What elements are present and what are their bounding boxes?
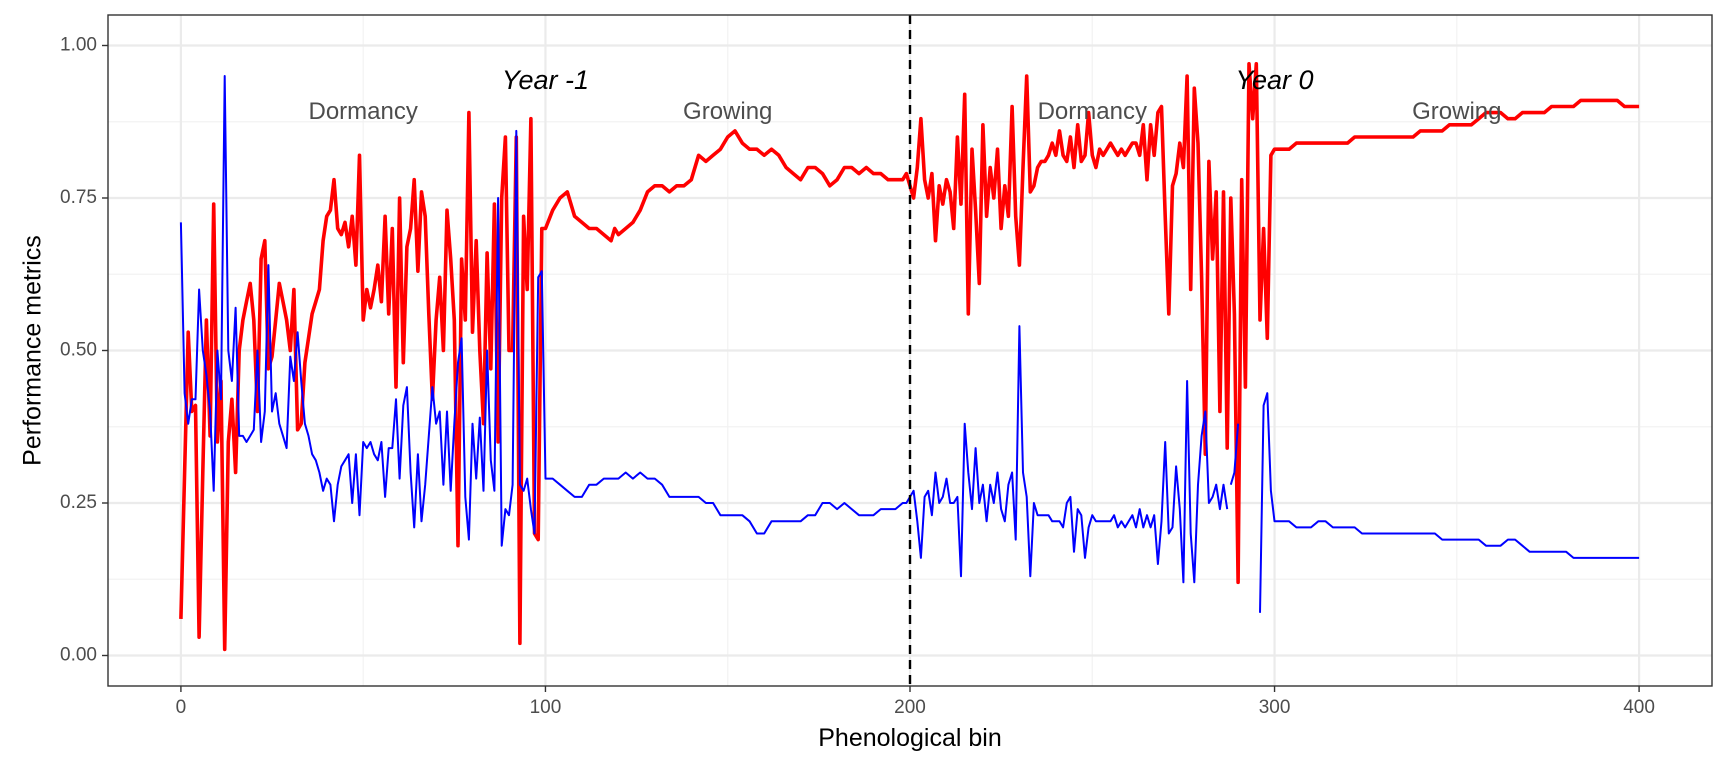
annotations: Year -1 Year 0 Dormancy Growing Dormancy Grow…: [309, 65, 1502, 125]
y-tick-label: 0.75: [60, 187, 97, 208]
red-series-line-1: [179, 62, 1640, 652]
period-annotation: Dormancy: [309, 98, 418, 125]
x-axis-title: Phenological bin: [818, 724, 1001, 752]
x-tick-label: 100: [530, 697, 562, 718]
blue-series-line-1: [179, 75, 1229, 584]
x-tick-label: 400: [1623, 697, 1655, 718]
year-annotation: Year -1: [502, 65, 589, 95]
x-tick-label: 300: [1259, 697, 1291, 718]
period-annotation: Dormancy: [1038, 98, 1147, 125]
y-tick-label: 1.00: [60, 35, 97, 56]
series-lines: [179, 62, 1640, 652]
y-axis-title: Performance metrics: [19, 235, 47, 466]
y-tick-label: 0.50: [60, 340, 97, 361]
period-annotation: Growing: [683, 98, 772, 125]
y-axis: 0.00 0.25 0.50 0.75 1.00: [60, 35, 108, 666]
y-tick-label: 0.00: [60, 645, 97, 666]
blue-series-line-3: [1259, 392, 1640, 613]
x-axis: 0 100 200 300 400: [176, 686, 1655, 718]
x-tick-label: 0: [176, 697, 187, 718]
year-annotation: Year 0: [1236, 65, 1314, 95]
y-tick-label: 0.25: [60, 492, 97, 513]
period-annotation: Growing: [1412, 98, 1501, 125]
blue-series-line-2: [1229, 423, 1240, 485]
x-tick-label: 200: [894, 697, 926, 718]
